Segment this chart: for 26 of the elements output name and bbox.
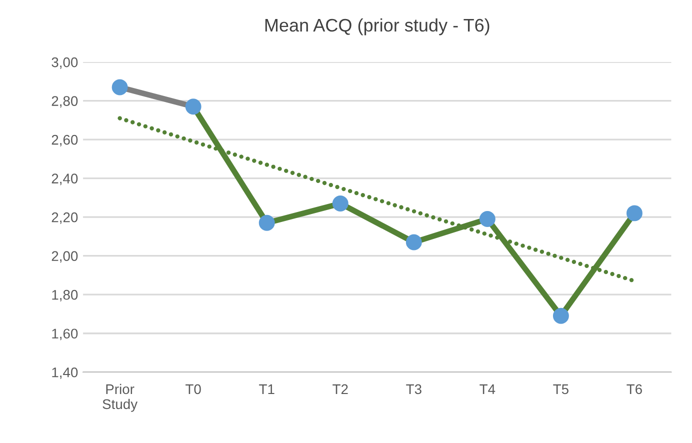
point [185, 98, 202, 115]
y-tick-label: 2,20 [52, 212, 78, 224]
y-tick-label: 2,80 [52, 96, 78, 108]
y-tick-label: 1,80 [52, 290, 78, 302]
point [626, 205, 642, 222]
y-tick-label: 3,00 [52, 57, 78, 69]
y-tick-label: 2,60 [52, 134, 78, 146]
x-tick-label: T0 [186, 384, 201, 394]
y-tick-label: 1,60 [52, 328, 78, 340]
y-tick-label: 2,40 [52, 174, 78, 186]
x-tick-label: T2 [332, 384, 348, 394]
x-tick-label: T5 [553, 384, 568, 394]
point [112, 79, 128, 96]
x-tick-label: T4 [480, 384, 496, 394]
y-tick-label: 1,40 [52, 367, 78, 379]
x-tick-label: T3 [406, 384, 422, 394]
y-tick-label: 2,00 [52, 251, 78, 263]
point [552, 308, 569, 324]
x-tick-label: T1 [259, 384, 274, 394]
point [332, 196, 348, 212]
chart-title: Mean ACQ (prior study - T6) [265, 18, 490, 36]
point [258, 214, 275, 231]
x-tick-label: Prior Study [102, 384, 138, 412]
point [479, 211, 496, 227]
x-tick-label: T6 [626, 384, 642, 394]
point [406, 234, 422, 250]
